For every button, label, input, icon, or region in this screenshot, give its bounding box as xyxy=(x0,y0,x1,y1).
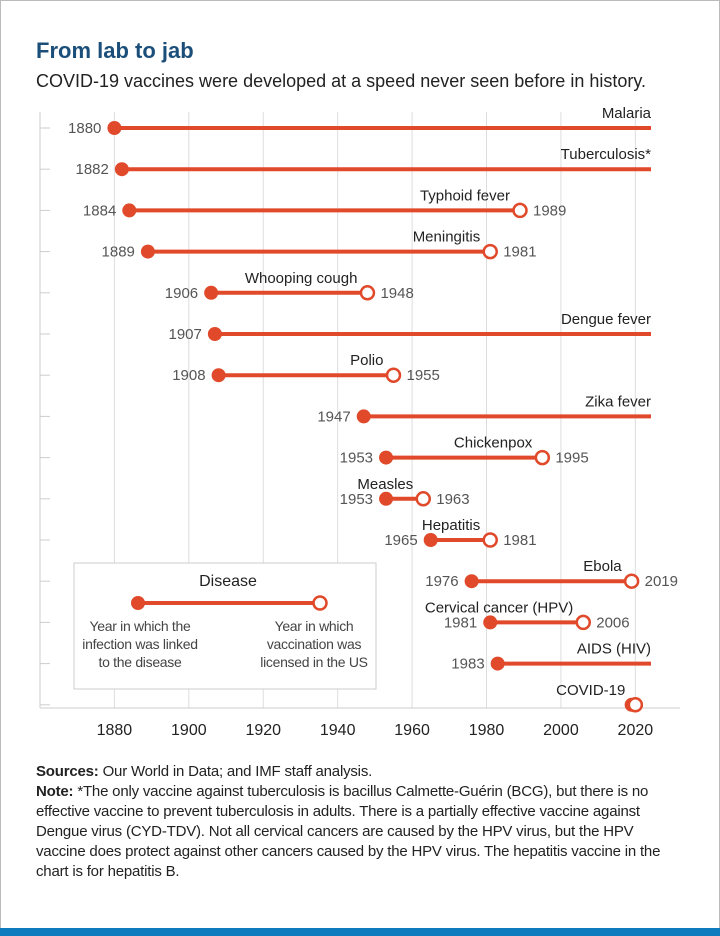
end-label: 1981 xyxy=(503,532,536,549)
start-dot xyxy=(356,409,371,424)
end-label: 1955 xyxy=(406,367,439,384)
chart-subtitle: COVID-19 vaccines were developed at a sp… xyxy=(36,71,646,91)
disease-label: Malaria xyxy=(602,105,652,122)
start-dot xyxy=(114,162,129,177)
legend-start-dot xyxy=(131,596,145,610)
start-dot xyxy=(204,285,219,300)
end-label: 1963 xyxy=(436,491,469,508)
legend-end-label: Year in which vaccination was licensed i… xyxy=(260,618,368,670)
start-label: 1907 xyxy=(169,326,202,343)
start-dot xyxy=(211,368,226,383)
start-dot xyxy=(423,533,438,547)
disease-label: Polio xyxy=(350,352,383,369)
start-dot xyxy=(140,244,155,259)
end-dot xyxy=(627,697,644,713)
start-label: 1882 xyxy=(75,161,108,178)
x-tick-label: 1940 xyxy=(320,722,356,739)
start-dot xyxy=(483,615,498,630)
disease-label: Chickenpox xyxy=(454,435,533,452)
end-label: 1995 xyxy=(555,450,588,467)
x-tick-label: 1960 xyxy=(394,722,430,739)
end-label: 1989 xyxy=(533,202,566,219)
note-text: Our World in Data; and IMF staff analysi… xyxy=(102,763,373,780)
disease-label: Dengue fever xyxy=(561,311,651,328)
x-tick-label: 1980 xyxy=(469,722,505,739)
start-dot xyxy=(122,203,137,218)
start-label: 1880 xyxy=(68,120,101,137)
x-tick-label: 2000 xyxy=(543,722,579,739)
legend-end-dot xyxy=(312,595,328,611)
end-label: 1981 xyxy=(503,244,536,261)
start-label: 1889 xyxy=(102,244,135,261)
start-dot xyxy=(107,121,122,135)
legend-title: Disease xyxy=(199,573,257,590)
start-dot xyxy=(490,656,505,671)
disease-label: COVID-19 xyxy=(556,682,625,699)
disease-label: Measles xyxy=(357,476,413,493)
start-dot xyxy=(379,491,394,506)
x-tick-label: 1900 xyxy=(171,722,207,739)
disease-label: Ebola xyxy=(583,558,622,575)
start-label: 1908 xyxy=(172,367,205,384)
disease-label: Zika fever xyxy=(585,393,651,410)
start-label: 1981 xyxy=(444,614,477,631)
end-dot xyxy=(385,367,402,383)
start-label: 1965 xyxy=(384,532,417,549)
disease-label: Hepatitis xyxy=(422,517,480,534)
x-tick-label: 1920 xyxy=(245,722,281,739)
start-dot xyxy=(464,574,479,589)
start-label: 1953 xyxy=(340,450,373,467)
end-label: 2019 xyxy=(645,573,678,590)
end-dot xyxy=(512,202,528,219)
start-dot xyxy=(207,327,222,341)
disease-label: Typhoid fever xyxy=(420,187,510,204)
end-dot xyxy=(534,449,551,466)
disease-label: AIDS (HIV) xyxy=(577,641,651,658)
note-text: *The only vaccine against tuberculosis i… xyxy=(36,783,661,880)
disease-label: Meningitis xyxy=(413,229,481,246)
end-dot xyxy=(575,614,592,631)
note: Note: *The only vaccine against tuberculo… xyxy=(36,782,676,882)
chart-title: From lab to jab xyxy=(36,38,194,63)
disease-label: Tuberculosis* xyxy=(561,146,651,163)
end-dot xyxy=(415,491,432,507)
x-tick-label: 1880 xyxy=(97,722,133,739)
bottom-bar xyxy=(0,928,720,936)
start-label: 1976 xyxy=(425,573,458,590)
x-tick-label: 2020 xyxy=(618,722,654,739)
start-dot xyxy=(379,450,394,465)
notes: Sources: Our World in Data; and IMF staff… xyxy=(36,762,676,882)
disease-label: Whooping cough xyxy=(245,270,358,287)
end-label: 2006 xyxy=(596,614,629,631)
end-dot xyxy=(482,532,498,548)
note: Sources: Our World in Data; and IMF staff… xyxy=(36,762,676,782)
note-label: Sources: xyxy=(36,763,99,780)
start-label: 1947 xyxy=(317,408,350,425)
legend-box xyxy=(73,562,377,690)
end-label: 1948 xyxy=(380,285,413,302)
start-label: 1953 xyxy=(340,491,373,508)
legend-start-label: Year in which the infection was linked t… xyxy=(82,618,198,670)
note-label: Note: xyxy=(36,783,74,800)
end-dot xyxy=(623,573,640,589)
end-dot xyxy=(482,243,498,260)
start-label: 1884 xyxy=(83,202,116,219)
end-dot xyxy=(359,285,376,301)
start-label: 1906 xyxy=(165,285,198,302)
disease-label: Cervical cancer (HPV) xyxy=(425,599,573,616)
start-label: 1983 xyxy=(451,656,484,673)
